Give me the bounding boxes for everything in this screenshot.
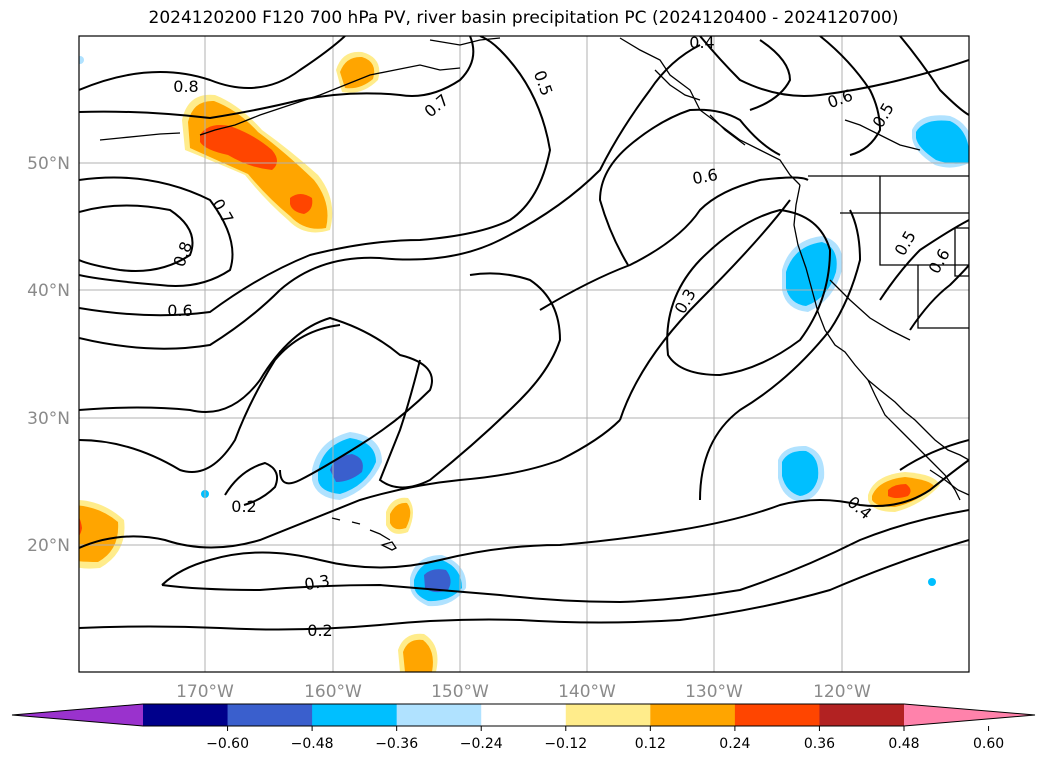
colorbar-extend-high <box>904 704 1035 726</box>
colorbar-tick-label: 0.12 <box>635 736 666 752</box>
colorbar-swatch <box>227 704 313 726</box>
colorbar-tick-label: −0.36 <box>375 736 418 752</box>
colorbar-tick-label: 0.60 <box>973 736 1004 752</box>
colorbar-tick-label: −0.12 <box>544 736 587 752</box>
colorbar-tick-label: 0.24 <box>719 736 750 752</box>
positive-anomaly-hawaii <box>390 502 411 530</box>
plot-frame <box>78 35 970 673</box>
positive-anomaly-aleutian <box>200 125 277 170</box>
colorbar-swatch <box>481 704 567 726</box>
negative-anomaly-spot <box>928 578 936 586</box>
lat-label: 20°N <box>27 536 70 556</box>
colorbar-swatch <box>565 704 651 726</box>
lon-label: 140°W <box>558 682 616 702</box>
contour-label: 0.8 <box>173 77 198 96</box>
longitude-labels: 170°W 160°W 150°W 140°W 130°W 120°W <box>176 682 871 702</box>
lon-label: 150°W <box>431 682 489 702</box>
contour-label: 0.4 <box>689 33 714 52</box>
lon-label: 170°W <box>176 682 234 702</box>
colorbar-swatch <box>143 704 229 726</box>
positive-anomaly-south <box>403 639 433 672</box>
contour-label: 0.3 <box>303 571 331 594</box>
latitude-labels: 50°N 40°N 30°N 20°N <box>27 154 70 556</box>
colorbar-tick-label: −0.24 <box>460 736 503 752</box>
lon-label: 160°W <box>304 682 362 702</box>
contour-label: 0.6 <box>691 165 719 188</box>
pv-contours <box>79 36 969 631</box>
positive-anomaly-west-edge <box>79 505 119 562</box>
colorbar-swatch <box>819 704 905 726</box>
positive-anomaly-mexico <box>888 484 911 498</box>
lat-label: 30°N <box>27 409 70 429</box>
map-title: 2024120200 F120 700 hPa PV, river basin … <box>148 8 899 28</box>
positive-anomaly-west-edge <box>79 517 82 536</box>
lon-label: 120°W <box>813 682 871 702</box>
colorbar-outline <box>11 703 1036 727</box>
colorbar-swatch <box>650 704 736 726</box>
colorbar-tick-label: −0.60 <box>206 736 249 752</box>
negative-anomaly-spot <box>79 56 84 64</box>
graticule <box>79 36 969 672</box>
negative-anomaly-canada <box>916 120 969 164</box>
colorbar-tick-label: −0.48 <box>291 736 334 752</box>
lat-label: 40°N <box>27 281 70 301</box>
colorbar-swatch <box>312 704 398 726</box>
contour-label: 0.6 <box>167 301 192 320</box>
negative-anomaly-baja <box>782 450 819 496</box>
colorbar-extend-low <box>12 704 143 726</box>
contour-label: 0.2 <box>231 497 256 516</box>
colorbar-swatch <box>734 704 820 726</box>
colorbar: −0.60 −0.48 −0.36 −0.24 −0.12 0.12 0.24 0.36 0.4… <box>11 703 1036 752</box>
colorbar-tick-label: 0.36 <box>804 736 835 752</box>
lon-label: 130°W <box>685 682 743 702</box>
positive-anomaly-alaska <box>340 56 375 89</box>
coastlines <box>99 37 969 551</box>
contour-label: 0.2 <box>307 621 332 640</box>
negative-anomaly-hawaii-north <box>330 454 363 482</box>
colorbar-tick-label: 0.48 <box>888 736 919 752</box>
lat-label: 50°N <box>27 154 70 174</box>
negative-anomaly-hawaii-south <box>424 569 451 593</box>
positive-anomaly-aleutian <box>290 194 313 214</box>
colorbar-swatch <box>396 704 482 726</box>
